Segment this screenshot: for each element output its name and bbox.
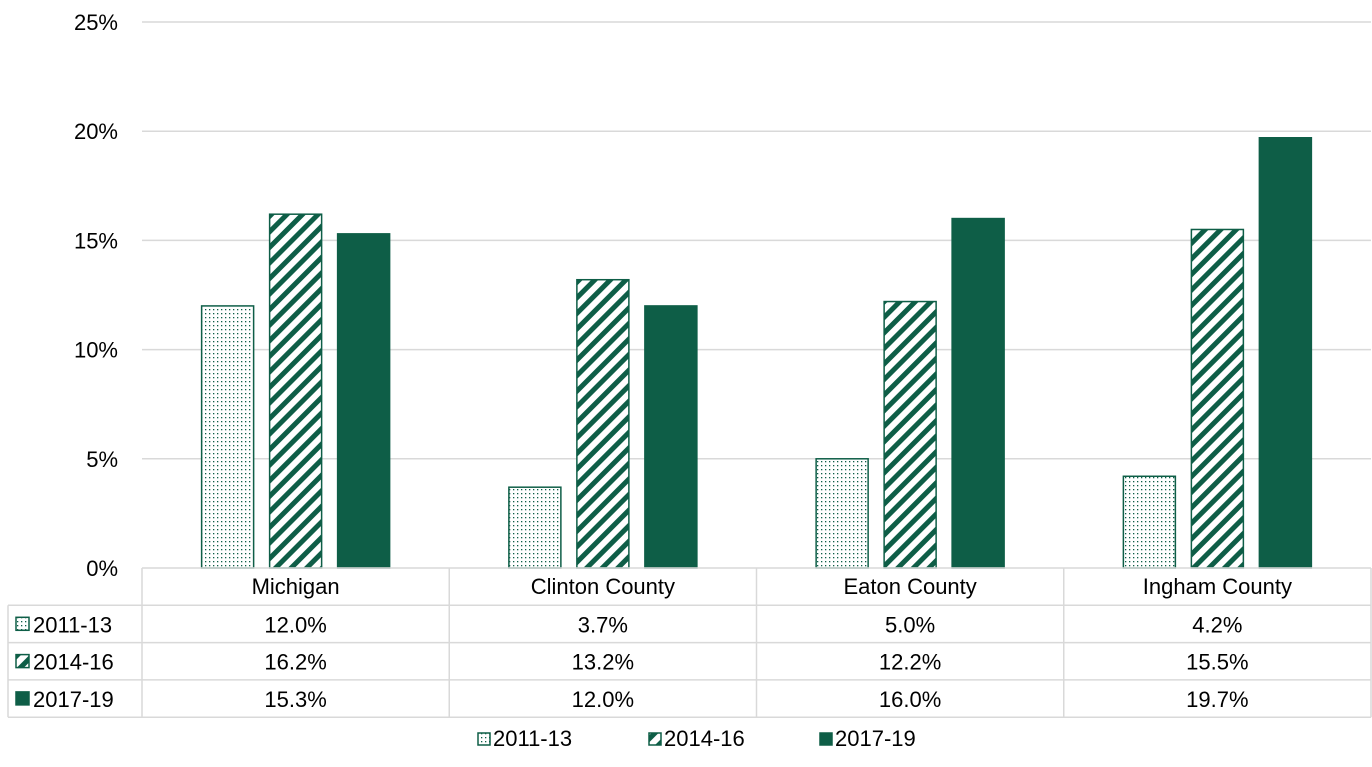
category-label: Eaton County [843, 574, 976, 599]
category-label: Clinton County [531, 574, 675, 599]
table-series-label: 2014-16 [33, 650, 114, 675]
bar [200, 305, 255, 569]
bar [883, 300, 937, 569]
bar [1190, 228, 1245, 569]
table-value: 12.0% [264, 612, 326, 637]
y-tick-label: 25% [74, 10, 118, 35]
legend-swatch [819, 732, 833, 746]
bar [1122, 475, 1177, 569]
legend-label: 2011-13 [493, 726, 572, 751]
table-value: 16.0% [879, 687, 941, 712]
table-series-label: 2017-19 [33, 687, 114, 712]
bar [644, 305, 698, 569]
y-tick-label: 10% [74, 338, 118, 363]
bar [1258, 137, 1313, 569]
y-tick-label: 5% [86, 447, 118, 472]
category-label: Ingham County [1143, 574, 1292, 599]
table-value: 16.2% [264, 650, 326, 675]
table-legend-key [15, 616, 30, 632]
table-value: 13.2% [572, 650, 634, 675]
table-value: 5.0% [885, 612, 935, 637]
category-label: Michigan [252, 574, 340, 599]
bar [951, 217, 1005, 569]
legend-swatch [648, 732, 662, 746]
table-value: 15.5% [1186, 650, 1248, 675]
table-value: 3.7% [578, 612, 628, 637]
bar [508, 486, 562, 569]
table-legend-key [15, 653, 30, 669]
bar [576, 278, 630, 569]
table-value: 19.7% [1186, 687, 1248, 712]
table-legend-key [15, 691, 30, 706]
legend-label: 2017-19 [835, 726, 916, 751]
y-tick-label: 20% [74, 119, 118, 144]
bar [268, 213, 323, 569]
legend-swatch [477, 732, 491, 746]
table-value: 4.2% [1192, 612, 1242, 637]
table-value: 15.3% [264, 687, 326, 712]
table-value: 12.2% [879, 650, 941, 675]
y-tick-label: 15% [74, 228, 118, 253]
table-series-label: 2011-13 [33, 612, 112, 637]
bar [815, 458, 869, 569]
y-tick-label: 0% [86, 556, 118, 581]
legend-label: 2014-16 [664, 726, 745, 751]
table-value: 12.0% [572, 687, 634, 712]
bar [336, 233, 391, 569]
